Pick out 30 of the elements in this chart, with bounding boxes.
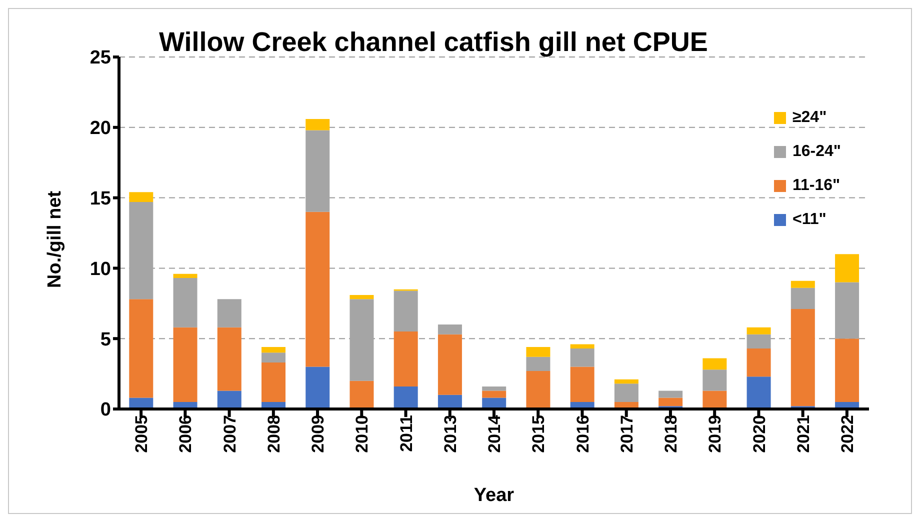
x-tick-label: 2014 [485, 414, 504, 453]
x-tick-label: 2006 [176, 415, 196, 453]
x-tick-label: 2005 [132, 415, 152, 453]
y-tick-label: 5 [100, 329, 112, 350]
legend-label: 16-24" [792, 143, 841, 161]
x-tick-label: 2022 [838, 415, 858, 453]
x-tick-label: 2010 [352, 415, 372, 453]
x-tick-label: 2011 [396, 415, 416, 452]
legend-label: <11" [792, 211, 826, 229]
y-axis-title: No./gill net [44, 190, 66, 288]
y-tick-label: 15 [90, 188, 112, 210]
x-tick-label: 2019 [706, 415, 725, 453]
x-tick-label: 2021 [794, 415, 813, 453]
legend-label: 11-16" [792, 177, 840, 195]
x-tick-label: 2016 [573, 415, 592, 453]
y-tick-label: 25 [90, 48, 112, 69]
chart-title: Willow Creek channel catfish gill net CPUE [159, 27, 708, 58]
x-tick-label: 2017 [617, 415, 636, 453]
x-tick-label: 2007 [220, 415, 240, 453]
x-axis-title: Year [474, 485, 515, 506]
y-tick-label: 20 [90, 118, 111, 140]
x-tick-label: 2009 [308, 415, 328, 453]
y-tick-label: 10 [90, 258, 111, 280]
legend-label: ≥24" [792, 109, 827, 127]
y-tick-label: 0 [100, 400, 111, 421]
x-tick-label: 2013 [440, 415, 460, 453]
x-tick-label: 2020 [750, 415, 769, 453]
x-tick-label: 2015 [529, 415, 548, 453]
x-tick-label: 2018 [662, 415, 681, 453]
x-tick-label: 2008 [264, 415, 284, 453]
